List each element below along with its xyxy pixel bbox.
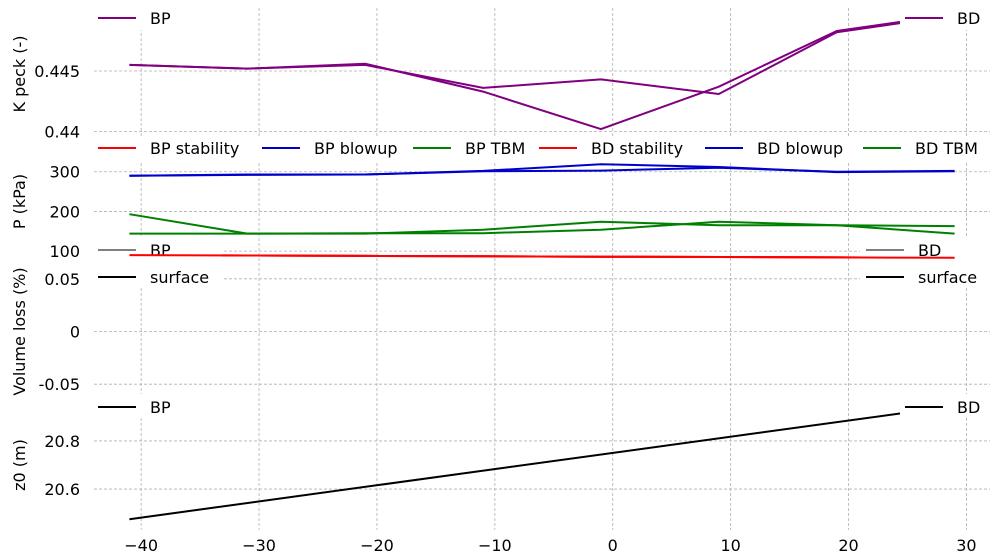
grid-group [140,8,967,530]
legend-label: BP TBM [465,139,525,158]
legend-entry: BP [98,9,171,28]
legend-entry: BD TBM [863,139,978,158]
legend-label: BD stability [591,139,683,158]
series-line-bd-tbm [129,220,955,235]
series-line-bd-blowup [129,166,955,177]
legend-label: BP [150,398,171,417]
legend-label: BD TBM [915,139,978,158]
legend-entry: BP [98,398,171,417]
legend-label: BD [957,9,980,28]
legend-entry: BD stability [539,139,683,158]
y-tick-label: 100 [49,242,80,261]
x-tick-label: 0 [608,536,618,555]
y-axis-label: K peck (-) [10,36,29,113]
series-line-bp-stability-overlay [129,254,955,259]
legend-label: BP [150,9,171,28]
y-tick-label: 0.44 [44,123,80,142]
legend-label: BP blowup [314,139,397,158]
y-axis-label: P (kPa) [10,174,29,229]
x-tick-label: 10 [720,536,740,555]
legend-entry: surface [866,268,977,287]
y-tick-label: 200 [49,202,80,221]
series-line-bp [129,13,955,131]
legend-label: BP stability [150,139,239,158]
legend-entry: surface [98,268,209,287]
y-tick-label: 0.05 [44,270,80,289]
y-tick-label: 20.6 [44,480,80,499]
legend-entry: BP blowup [262,139,397,158]
legend-label: BD blowup [757,139,843,158]
x-tick-label: 30 [956,536,976,555]
y-tick-label: -0.05 [39,375,80,394]
x-tick-label: −30 [242,536,276,555]
legend-entry: BP stability [98,139,239,158]
legend-label: BP [150,241,171,260]
legend-entry: BP TBM [413,139,525,158]
legend-entry: BD [905,9,980,28]
x-tick-label: −40 [124,536,158,555]
y-axis-label: Volume loss (%) [10,267,29,395]
y-tick-label: 20.8 [44,432,80,451]
x-tick-label: −20 [360,536,394,555]
x-tick-label: 20 [838,536,858,555]
y-tick-label: 0.445 [34,62,80,81]
legend-background [860,238,1000,288]
panel-3: -0.05 0 0.05 Volume loss (%) [10,267,990,396]
legend-label: surface [150,268,209,287]
y-axis-label: z0 (m) [10,439,29,491]
y-tick-label: 300 [49,163,80,182]
legend-label: BD [957,398,980,417]
x-tick-label: −10 [478,536,512,555]
series-line-bd [129,14,955,95]
legend-entry: BD blowup [705,139,843,158]
panel-4: 20.6 20.8 z0 (m) [10,405,990,521]
legend-label: surface [918,268,977,287]
series-line-z0 [129,405,955,521]
y-tick-label: 0 [70,323,80,342]
panel-1: 0.44 0.445 K peck (-) [10,13,990,142]
legend-background [92,238,222,288]
legend-entry: BD [866,241,941,260]
legend-label: BD [918,241,941,260]
legend-entry: BD [905,398,980,417]
